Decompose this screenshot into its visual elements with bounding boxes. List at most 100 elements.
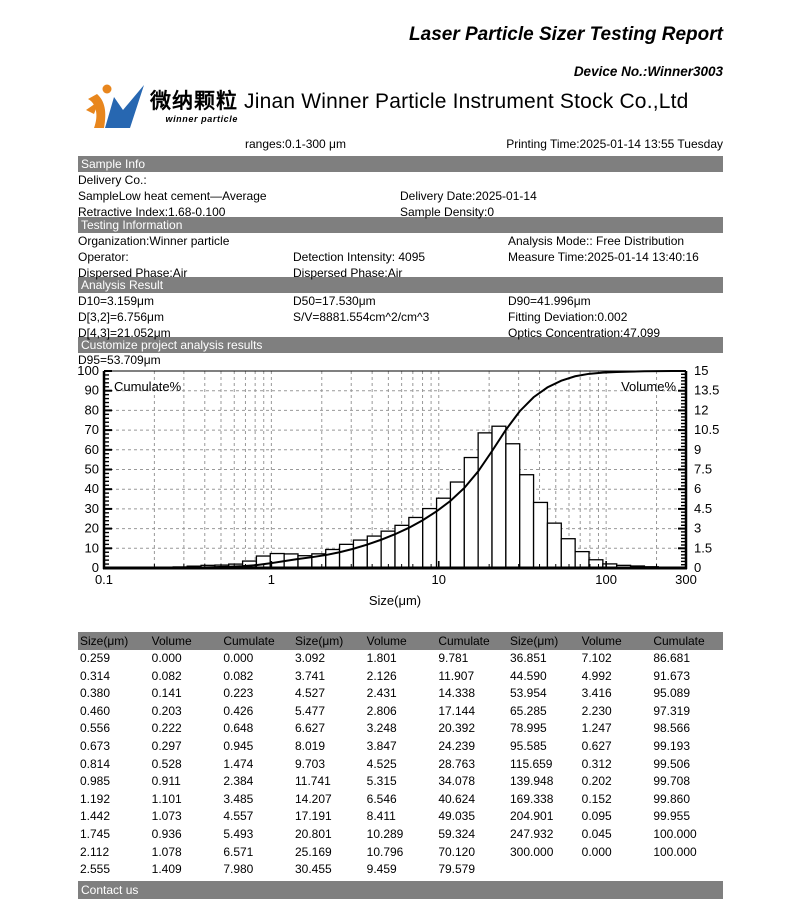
table-cell: 300.000 xyxy=(509,844,554,859)
table-cell: 0.627 xyxy=(581,738,612,753)
table-cell xyxy=(651,861,723,879)
table-cell: 8.411 xyxy=(366,809,396,824)
table-cell: 78.995 xyxy=(509,721,547,736)
x-axis-tick-label: 100 xyxy=(595,572,617,587)
particle-size-distribution-chart: 0 10 20 30 40 50 60 70 80 90 100 0 1.5 3 4.5 6 7.5 9 10.5 1… xyxy=(78,366,719,608)
table-cell: 0.380 xyxy=(80,686,111,701)
table-cell: 0.556 xyxy=(80,721,111,736)
table-cell: 2.806 xyxy=(366,703,397,718)
right-axis-tick-label: 3 xyxy=(694,521,701,536)
left-axis-tick-label: 0 xyxy=(92,560,99,575)
table-cell: 1.442 xyxy=(80,809,111,824)
analysis_result-field: D50=17.530μm xyxy=(293,294,376,308)
table-cell: 6.571 xyxy=(223,844,254,859)
table-cell: 9.459 xyxy=(366,862,397,877)
x-axis-tick-label: 1 xyxy=(268,572,275,587)
table-row: 0.985 0.911 2.384 11.741 5.315 34.078 139.948 0… xyxy=(78,773,723,791)
table-cell: 0.814 xyxy=(80,756,111,771)
table-cell: 3.847 xyxy=(366,738,397,753)
volume-bar xyxy=(574,550,590,569)
sample_info-field: SampleLow heat cement—Average xyxy=(78,189,267,203)
table-row: 0.673 0.297 0.945 8.019 3.847 24.239 95.585 0.6… xyxy=(78,738,723,756)
logo-english-name: winner particle xyxy=(165,113,238,124)
table-cell: 3.248 xyxy=(366,721,397,736)
testing_information-field: Operator: xyxy=(78,250,129,264)
table-row: 1.192 1.101 3.485 14.207 6.546 40.624 169.338 0… xyxy=(78,791,723,809)
table-cell: 3.485 xyxy=(223,791,254,806)
analysis_result-field: Fitting Deviation:0.002 xyxy=(508,310,628,324)
table-cell: 5.315 xyxy=(366,774,397,789)
table-cell: 0.045 xyxy=(581,826,612,841)
left-axis-tick-label: 10 xyxy=(85,540,99,555)
table-cell: 204.901 xyxy=(509,809,554,824)
table-cell: 1.745 xyxy=(80,826,111,841)
left-axis-title: Cumulate% xyxy=(114,379,182,394)
table-cell: 0.223 xyxy=(223,686,254,701)
x-axis-title: Size(μm) xyxy=(369,593,421,608)
table-row: 0.556 0.222 0.648 6.627 3.248 20.392 78.995 1.2… xyxy=(78,720,723,738)
table-cell: 5.493 xyxy=(223,826,254,841)
table-cell: 14.338 xyxy=(438,686,476,701)
analysis_result-field: S/V=8881.554cm^2/cm^3 xyxy=(293,310,430,324)
table-cell: 2.112 xyxy=(80,844,110,859)
sample_info-field: Sample Density:0 xyxy=(400,205,495,219)
table-cell: 0.945 xyxy=(223,738,254,753)
table-cell: 0.000 xyxy=(581,844,612,859)
table-cell: 2.126 xyxy=(366,668,397,683)
testing_information-field: Measure Time:2025-01-14 13:40:16 xyxy=(508,250,699,264)
table-cell: 97.319 xyxy=(653,703,691,718)
table-cell: 34.078 xyxy=(438,774,476,789)
table-cell: 0.082 xyxy=(151,668,182,683)
testing_information-field: Dispersed Phase:Air xyxy=(293,266,403,280)
table-row: 2.555 1.409 7.980 30.455 9.459 79.579 xyxy=(78,861,723,879)
logo: 微纳颗粒 winner particle xyxy=(84,82,238,132)
table-cell: 49.035 xyxy=(438,809,476,824)
analysis_result-field: D90=41.996μm xyxy=(508,294,591,308)
table-cell: 0.936 xyxy=(151,826,182,841)
table-cell: 247.932 xyxy=(509,826,554,841)
table-cell: 0.460 xyxy=(80,703,111,718)
right-axis-tick-label: 7.5 xyxy=(694,462,712,477)
left-axis-tick-label: 100 xyxy=(78,366,99,378)
table-cell: 8.019 xyxy=(294,738,326,753)
left-axis-tick-label: 90 xyxy=(85,383,99,398)
table-cell: 99.860 xyxy=(653,791,691,806)
table-cell: 28.763 xyxy=(438,756,476,771)
table-cell: 99.193 xyxy=(653,738,691,753)
table-row: 1.442 1.073 4.557 17.191 8.411 49.035 204.901 0… xyxy=(78,808,723,826)
table-cell: 1.409 xyxy=(151,862,182,877)
device-number: Device No.:Winner3003 xyxy=(573,64,723,79)
table-header-row: Size(μm) Volume Cumulate Size(μm) Volume Cumu… xyxy=(78,632,723,650)
table-cell: 0.000 xyxy=(223,651,254,665)
table-cell: 1.073 xyxy=(151,809,182,824)
volume-bar xyxy=(560,538,576,569)
right-axis-tick-label: 13.5 xyxy=(694,383,719,398)
table-cell: 20.801 xyxy=(294,826,332,841)
table-cell: 20.392 xyxy=(438,721,476,736)
right-axis-tick-label: 15 xyxy=(694,366,708,378)
table-cell: 99.955 xyxy=(653,809,691,824)
right-axis-title: Volume% xyxy=(621,379,676,394)
volume-bar xyxy=(505,443,521,569)
table-cell: 3.092 xyxy=(294,651,326,665)
table-row: 0.380 0.141 0.223 4.527 2.431 14.338 53.954 3.4… xyxy=(78,685,723,703)
testing_information-field: Organization:Winner particle xyxy=(78,234,230,248)
section-testing-information: Testing Information xyxy=(78,217,723,233)
right-axis-tick-label: 0 xyxy=(694,560,701,575)
table-cell: 1.474 xyxy=(223,756,254,771)
table-header-cell: Size(μm) xyxy=(294,634,344,648)
table-cell: 1.247 xyxy=(581,721,612,736)
winner-particle-logo-icon xyxy=(86,84,144,128)
x-axis-tick-label: 10 xyxy=(432,572,446,587)
table-cell: 30.455 xyxy=(294,862,332,877)
ranges-label: ranges:0.1-300 μm xyxy=(245,137,346,151)
left-axis-tick-label: 70 xyxy=(85,422,99,437)
table-cell: 70.120 xyxy=(438,844,476,859)
analysis_result-field: D[3,2]=6.756μm xyxy=(78,310,164,324)
d95-value: D95=53.709μm xyxy=(78,353,161,367)
testing_information-field: Analysis Mode:: Free Distribution xyxy=(508,234,685,248)
table-row: 2.112 1.078 6.571 25.169 10.796 70.120 300.000… xyxy=(78,844,723,862)
table-cell: 0.911 xyxy=(151,774,181,789)
distribution-table: Size(μm) Volume Cumulate Size(μm) Volume Cumu… xyxy=(78,632,723,879)
table-cell: 0.202 xyxy=(581,774,612,789)
